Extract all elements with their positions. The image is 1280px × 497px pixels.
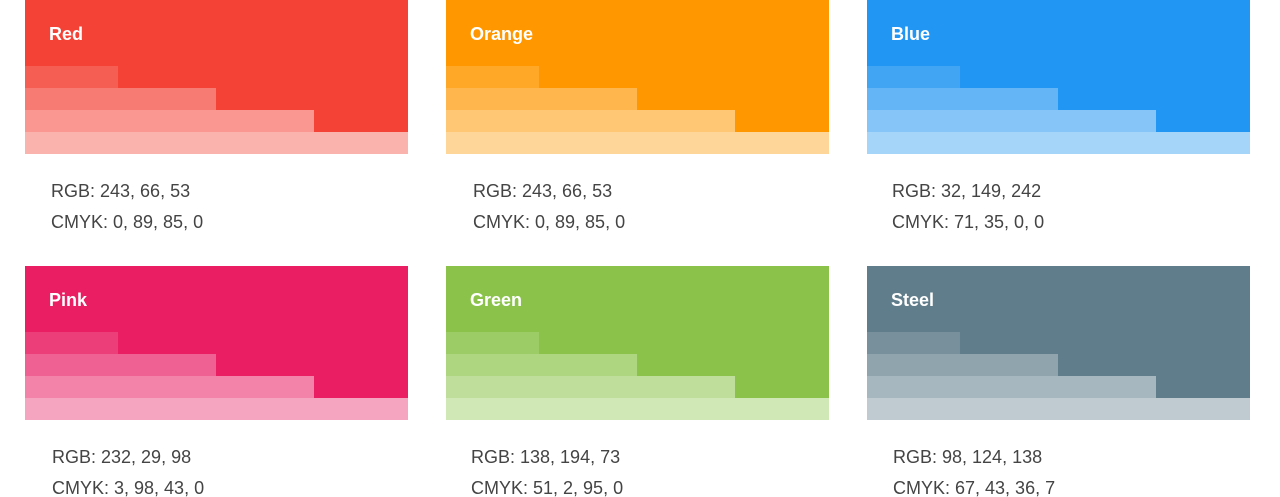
cmyk-value: CMYK: 67, 43, 36, 7	[893, 478, 1056, 497]
tint-step-2	[867, 354, 1058, 376]
cmyk-value: CMYK: 0, 89, 85, 0	[473, 212, 626, 232]
tint-step-1	[25, 332, 118, 354]
color-swatch: Green	[446, 266, 829, 420]
color-values: RGB: 98, 124, 138 CMYK: 67, 43, 36, 7	[893, 442, 1055, 497]
tint-step-2	[867, 88, 1058, 110]
color-swatch: Blue	[867, 0, 1250, 154]
color-swatch: Steel	[867, 266, 1250, 420]
rgb-value: RGB: 232, 29, 98	[52, 447, 192, 467]
tint-step-4	[867, 132, 1250, 154]
tint-step-4	[25, 132, 408, 154]
rgb-value: RGB: 243, 66, 53	[473, 181, 613, 201]
cmyk-value: CMYK: 0, 89, 85, 0	[51, 212, 204, 232]
tint-step-1	[867, 332, 960, 354]
color-values: RGB: 232, 29, 98 CMYK: 3, 98, 43, 0	[52, 442, 204, 497]
color-swatch: Pink	[25, 266, 408, 420]
color-card-pink: Pink RGB: 232, 29, 98 CMYK: 3, 98, 43, 0	[25, 266, 408, 497]
cmyk-value: CMYK: 71, 35, 0, 0	[892, 212, 1045, 232]
rgb-value: RGB: 138, 194, 73	[471, 447, 621, 467]
tint-step-2	[25, 354, 216, 376]
tint-step-4	[446, 398, 829, 420]
tint-step-2	[25, 88, 216, 110]
color-name: Orange	[470, 24, 534, 44]
tint-step-1	[446, 66, 539, 88]
tint-step-3	[446, 110, 735, 132]
tint-step-3	[25, 110, 314, 132]
rgb-value: RGB: 243, 66, 53	[51, 181, 191, 201]
color-values: RGB: 243, 66, 53 CMYK: 0, 89, 85, 0	[51, 176, 203, 238]
tint-step-3	[867, 376, 1156, 398]
color-name: Blue	[891, 24, 931, 44]
tint-step-4	[446, 132, 829, 154]
color-card-red: Red RGB: 243, 66, 53 CMYK: 0, 89, 85, 0	[25, 0, 408, 250]
tint-step-3	[25, 376, 314, 398]
color-card-orange: Orange RGB: 243, 66, 53 CMYK: 0, 89, 85,…	[446, 0, 829, 250]
tint-step-4	[25, 398, 408, 420]
color-name: Green	[470, 290, 523, 310]
color-name: Pink	[49, 290, 88, 310]
tint-step-2	[446, 88, 637, 110]
tint-step-4	[867, 398, 1250, 420]
cmyk-value: CMYK: 3, 98, 43, 0	[52, 478, 205, 497]
tint-step-3	[446, 376, 735, 398]
rgb-value: RGB: 98, 124, 138	[893, 447, 1043, 467]
color-swatch: Red	[25, 0, 408, 154]
tint-step-2	[446, 354, 637, 376]
color-name: Red	[49, 24, 84, 44]
tint-step-1	[446, 332, 539, 354]
rgb-value: RGB: 32, 149, 242	[892, 181, 1042, 201]
color-values: RGB: 243, 66, 53 CMYK: 0, 89, 85, 0	[473, 176, 625, 238]
tint-step-3	[867, 110, 1156, 132]
color-card-green: Green RGB: 138, 194, 73 CMYK: 51, 2, 95,…	[446, 266, 829, 497]
tint-step-1	[867, 66, 960, 88]
color-card-steel: Steel RGB: 98, 124, 138 CMYK: 67, 43, 36…	[867, 266, 1250, 497]
cmyk-value: CMYK: 51, 2, 95, 0	[471, 478, 624, 497]
color-values: RGB: 138, 194, 73 CMYK: 51, 2, 95, 0	[471, 442, 623, 497]
color-name: Steel	[891, 290, 935, 310]
color-swatch: Orange	[446, 0, 829, 154]
tint-step-1	[25, 66, 118, 88]
color-values: RGB: 32, 149, 242 CMYK: 71, 35, 0, 0	[892, 176, 1044, 238]
color-card-blue: Blue RGB: 32, 149, 242 CMYK: 71, 35, 0, …	[867, 0, 1250, 250]
